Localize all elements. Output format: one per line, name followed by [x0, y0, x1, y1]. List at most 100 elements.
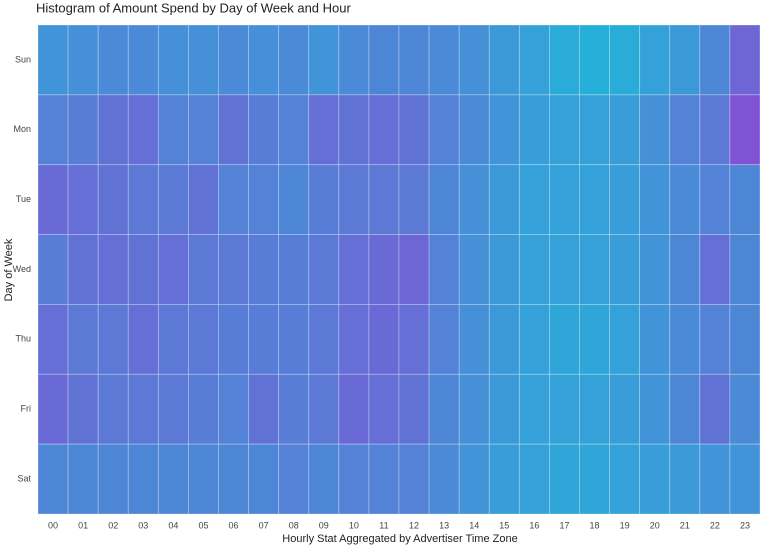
- heatmap-cell: [218, 164, 249, 235]
- heatmap-cell: [157, 443, 189, 515]
- heatmap-cell: [518, 164, 550, 235]
- heatmap-cell: [278, 443, 310, 515]
- heatmap-cell: [97, 164, 129, 235]
- heatmap-cell: [729, 164, 761, 235]
- heatmap-cell: [308, 443, 340, 515]
- heatmap-cell: [428, 234, 460, 305]
- heatmap-cell: [188, 234, 219, 305]
- heatmap-cell: [218, 94, 249, 166]
- heatmap-cell: [308, 304, 340, 375]
- heatmap-cell: [729, 443, 761, 515]
- x-tick-label: 03: [138, 520, 148, 530]
- heatmap-cell: [188, 164, 219, 235]
- heatmap-cell: [157, 24, 189, 96]
- heatmap-cell: [729, 94, 761, 166]
- x-tick-label: 18: [590, 520, 600, 530]
- heatmap-cell: [398, 24, 430, 96]
- x-tick-label: 21: [680, 520, 690, 530]
- heatmap-cell: [308, 373, 340, 445]
- heatmap-cell: [639, 443, 671, 515]
- heatmap-cell: [368, 304, 400, 375]
- heatmap-cell: [579, 94, 610, 166]
- heatmap-cell: [699, 234, 731, 305]
- x-tick-label: 00: [48, 520, 58, 530]
- heatmap-cell: [639, 24, 671, 96]
- heatmap-cell: [157, 304, 189, 375]
- heatmap-cell: [37, 24, 69, 96]
- heatmap-cell: [398, 443, 430, 515]
- heatmap-cell: [549, 94, 580, 166]
- heatmap-cell: [488, 304, 520, 375]
- heatmap-cell: [218, 443, 249, 515]
- heatmap-cell: [218, 304, 249, 375]
- heatmap-cell: [338, 94, 370, 166]
- heatmap-cell: [188, 304, 219, 375]
- heatmap-cell: [368, 373, 400, 445]
- heatmap-cell: [699, 94, 731, 166]
- heatmap-cell: [549, 234, 580, 305]
- heatmap-cell: [338, 234, 370, 305]
- heatmap-cell: [428, 24, 460, 96]
- heatmap-cell: [338, 24, 370, 96]
- y-tick-label: Thu: [15, 334, 31, 344]
- heatmap-cell: [368, 234, 400, 305]
- heatmap-cell: [97, 234, 129, 305]
- heatmap-cell: [428, 443, 460, 515]
- heatmap-cell: [188, 94, 219, 166]
- y-tick-label: Mon: [13, 124, 31, 134]
- heatmap-cell: [609, 94, 641, 166]
- heatmap-cell: [278, 164, 310, 235]
- heatmap-cell: [37, 443, 69, 515]
- heatmap-cell: [368, 164, 400, 235]
- heatmap-cell: [549, 304, 580, 375]
- heatmap-cell: [639, 234, 671, 305]
- heatmap-cell: [97, 24, 129, 96]
- heatmap-cell: [278, 94, 310, 166]
- heatmap-cell: [518, 304, 550, 375]
- heatmap-cell: [549, 24, 580, 96]
- heatmap-cell: [188, 443, 219, 515]
- heatmap-cell: [639, 94, 671, 166]
- heatmap-cell: [488, 234, 520, 305]
- heatmap-cell: [37, 304, 69, 375]
- heatmap-cell: [579, 234, 610, 305]
- heatmap-cell: [518, 373, 550, 445]
- x-tick-label: 07: [259, 520, 269, 530]
- heatmap-cell: [579, 443, 610, 515]
- heatmap-cell: [488, 24, 520, 96]
- heatmap-cell: [699, 24, 731, 96]
- heatmap-cell: [549, 443, 580, 515]
- heatmap-cell: [368, 24, 400, 96]
- heatmap-cell: [428, 373, 460, 445]
- heatmap-cell: [157, 94, 189, 166]
- heatmap-cell: [67, 164, 99, 235]
- heatmap-cell: [368, 443, 400, 515]
- heatmap-cell: [458, 373, 490, 445]
- heatmap-cell: [67, 94, 99, 166]
- heatmap-cell: [729, 234, 761, 305]
- heatmap-cell: [488, 373, 520, 445]
- heatmap-cell: [127, 24, 159, 96]
- heatmap-cell: [729, 304, 761, 375]
- x-tick-label: 19: [620, 520, 630, 530]
- x-tick-label: 17: [559, 520, 569, 530]
- heatmap-cell: [218, 24, 249, 96]
- heatmap-cell: [458, 94, 490, 166]
- x-tick-label: 01: [78, 520, 88, 530]
- heatmap-cell: [278, 234, 310, 305]
- heatmap-cell: [248, 234, 280, 305]
- x-tick-label: 16: [529, 520, 539, 530]
- heatmap-cell: [37, 373, 69, 445]
- heatmap-cell: [428, 304, 460, 375]
- x-tick-label: 05: [198, 520, 208, 530]
- heatmap-cell: [188, 24, 219, 96]
- heatmap-cell: [67, 234, 99, 305]
- heatmap-cell: [458, 443, 490, 515]
- x-tick-label: 14: [469, 520, 479, 530]
- heatmap-cell: [188, 373, 219, 445]
- heatmap-cell: [248, 24, 280, 96]
- heatmap-cell: [278, 24, 310, 96]
- heatmap-cell: [458, 164, 490, 235]
- heatmap-cell: [398, 234, 430, 305]
- x-tick-label: 15: [499, 520, 509, 530]
